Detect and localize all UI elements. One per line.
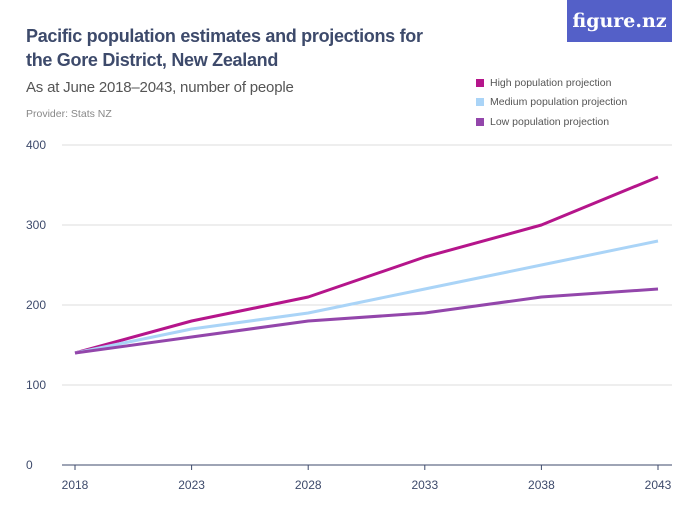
legend-item-high: High population projection xyxy=(476,73,627,93)
series-line-medium xyxy=(74,239,659,355)
y-tick-label: 300 xyxy=(26,218,46,232)
legend: High population projection Medium popula… xyxy=(476,73,627,132)
legend-item-medium: Medium population projection xyxy=(476,93,627,113)
series-line-low xyxy=(74,287,659,355)
figure-nz-logo[interactable]: figure.nz xyxy=(567,0,672,42)
chart-subtitle: As at June 2018–2043, number of people xyxy=(26,79,294,96)
legend-swatch xyxy=(476,117,484,126)
y-tick-label: 400 xyxy=(26,138,46,152)
provider-text: Provider: Stats NZ xyxy=(26,108,112,120)
y-tick-label: 200 xyxy=(26,298,46,312)
x-tick-label: 2028 xyxy=(295,478,322,492)
x-tick-label: 2038 xyxy=(528,478,555,492)
y-tick-label: 0 xyxy=(26,458,33,472)
x-tick-label: 2043 xyxy=(645,478,672,492)
legend-label: Medium population projection xyxy=(490,96,628,109)
legend-swatch xyxy=(476,78,484,87)
series-line-high xyxy=(74,175,659,355)
legend-label: High population projection xyxy=(490,76,612,89)
x-tick-label: 2023 xyxy=(178,478,205,492)
x-tick-label: 2033 xyxy=(411,478,438,492)
legend-label: Low population projection xyxy=(490,115,610,128)
legend-item-low: Low population projection xyxy=(476,112,627,132)
y-tick-label: 100 xyxy=(26,378,46,392)
legend-swatch xyxy=(476,98,484,107)
chart-title: Pacific population estimates and project… xyxy=(26,26,423,70)
x-tick-label: 2018 xyxy=(62,478,89,492)
